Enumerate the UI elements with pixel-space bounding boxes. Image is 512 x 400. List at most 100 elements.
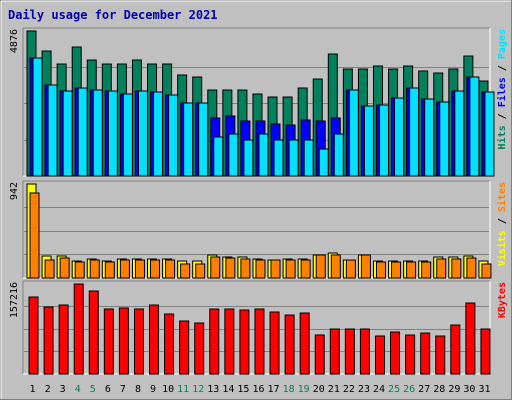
bar-sites-day-18 (285, 259, 296, 279)
bar-kbytes-day-1 (28, 296, 39, 375)
x-tick-label-day-22: 22 (343, 384, 355, 395)
bar-sites-day-21 (330, 254, 341, 279)
bar-sites-day-19 (300, 259, 311, 279)
bar-pages-day-27 (424, 98, 435, 177)
series-sites (29, 192, 492, 279)
panel-kbytes: 157216 KBytes (9, 280, 508, 375)
bar-pages-day-18 (288, 139, 299, 177)
panel-visits-legend-entry: / (497, 212, 508, 230)
bar-sites-day-7 (119, 259, 130, 279)
panel-visits-legend: Visits / Sites (496, 182, 508, 266)
bar-kbytes-day-7 (118, 307, 129, 375)
bar-pages-day-30 (469, 76, 480, 177)
bar-pages-day-3 (62, 90, 73, 177)
bar-kbytes-day-6 (103, 308, 114, 375)
bar-pages-day-23 (363, 105, 374, 177)
bar-sites-day-3 (59, 257, 70, 279)
bar-pages-day-8 (137, 90, 148, 177)
bar-kbytes-day-24 (374, 335, 385, 375)
bar-sites-day-10 (165, 259, 176, 279)
bar-pages-day-20 (318, 148, 329, 177)
x-tick-label-day-4: 4 (75, 384, 81, 395)
bar-pages-day-7 (122, 93, 133, 177)
x-tick-label-day-7: 7 (120, 384, 126, 395)
bar-pages-day-12 (198, 102, 209, 177)
x-tick-label-day-14: 14 (222, 384, 234, 395)
bar-pages-day-22 (348, 89, 359, 177)
bar-pages-day-16 (258, 133, 269, 177)
bar-pages-day-2 (47, 84, 58, 177)
panel-visits: 942 Visits / Sites (9, 180, 508, 279)
bar-kbytes-day-2 (43, 306, 54, 375)
bar-pages-day-19 (303, 139, 314, 177)
bar-kbytes-day-12 (194, 322, 205, 375)
bar-pages-day-5 (92, 89, 103, 177)
panel-kbytes-legend-entry: KBytes (497, 282, 508, 318)
x-tick-label-day-13: 13 (207, 384, 219, 395)
panel-kbytes-legend: KBytes (497, 282, 508, 318)
bar-pages-day-13 (213, 136, 224, 177)
bar-sites-day-16 (255, 259, 266, 279)
bar-sites-day-13 (210, 256, 221, 279)
panel-kbytes-ymax-label: 157216 (9, 282, 20, 318)
x-tick-label-day-12: 12 (192, 384, 204, 395)
x-tick-label-day-25: 25 (388, 384, 400, 395)
panel-visits-legend-entry: Sites (496, 182, 508, 212)
x-tick-label-day-8: 8 (135, 384, 141, 395)
bar-pages-day-14 (228, 133, 239, 177)
bar-pages-day-11 (183, 102, 194, 177)
bar-pages-day-9 (153, 91, 164, 177)
bar-sites-day-26 (406, 261, 417, 279)
panel-hits: 4876 Hits / Files / Pages (9, 27, 508, 177)
panel-hits-ymax-label: 4876 (9, 29, 20, 53)
bar-kbytes-day-17 (269, 311, 280, 375)
bar-pages-day-26 (409, 87, 420, 177)
x-tick-label-day-30: 30 (463, 384, 475, 395)
bar-kbytes-day-30 (465, 302, 476, 375)
bar-sites-day-17 (270, 259, 281, 279)
bar-pages-day-24 (378, 104, 389, 177)
bar-kbytes-day-16 (254, 308, 265, 375)
bar-pages-day-31 (484, 91, 495, 177)
bar-kbytes-day-4 (73, 283, 84, 375)
panel-hits-legend-entry: / (497, 59, 508, 77)
x-tick-label-day-19: 19 (298, 384, 310, 395)
bar-pages-day-17 (273, 139, 284, 177)
x-tick-label-day-6: 6 (105, 384, 111, 395)
x-tick-label-day-2: 2 (45, 384, 51, 395)
bar-sites-day-1 (29, 192, 40, 279)
bar-kbytes-day-23 (359, 328, 370, 375)
series-pages (32, 57, 495, 177)
bar-kbytes-day-25 (390, 331, 401, 375)
x-tick-label-day-9: 9 (150, 384, 156, 395)
bar-sites-day-9 (150, 259, 161, 279)
bar-pages-day-15 (243, 139, 254, 177)
bar-kbytes-day-8 (133, 308, 144, 375)
x-tick-label-day-29: 29 (448, 384, 460, 395)
x-tick-label-day-3: 3 (60, 384, 66, 395)
x-tick-label-day-17: 17 (268, 384, 280, 395)
x-tick-label-day-18: 18 (283, 384, 295, 395)
bar-kbytes-day-28 (435, 335, 446, 375)
bar-kbytes-day-27 (420, 332, 431, 375)
series-kbytes (28, 283, 491, 375)
x-tick-label-day-28: 28 (433, 384, 445, 395)
bar-kbytes-day-26 (405, 334, 416, 375)
x-tick-label-day-21: 21 (328, 384, 340, 395)
bar-sites-day-24 (375, 261, 386, 279)
bar-kbytes-day-3 (58, 304, 69, 375)
bar-sites-day-20 (315, 254, 326, 279)
bar-kbytes-day-29 (450, 324, 461, 375)
bar-kbytes-day-10 (164, 313, 175, 375)
x-tick-label-day-16: 16 (252, 384, 264, 395)
panel-hits-legend-entry: Hits (496, 125, 508, 149)
bar-pages-day-29 (454, 90, 465, 177)
bar-pages-day-25 (394, 97, 405, 177)
bar-sites-day-28 (436, 258, 447, 279)
bar-sites-day-11 (180, 263, 191, 279)
panel-hits-legend: Hits / Files / Pages (496, 29, 508, 149)
bar-kbytes-day-21 (329, 328, 340, 375)
bar-kbytes-day-11 (179, 320, 190, 375)
bar-kbytes-day-31 (480, 328, 491, 375)
